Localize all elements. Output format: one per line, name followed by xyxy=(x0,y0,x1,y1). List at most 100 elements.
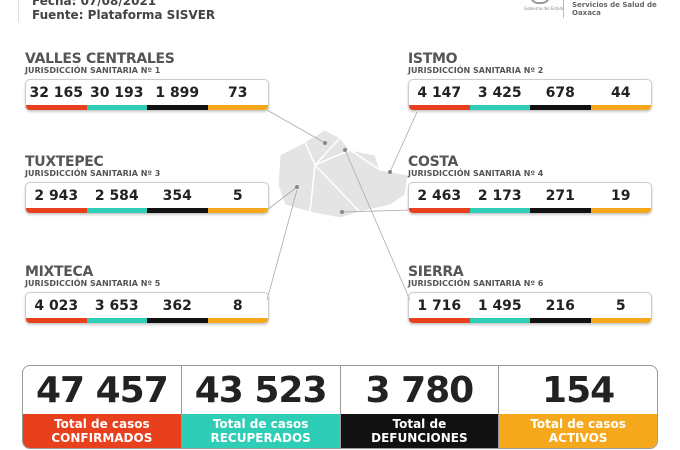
stat-value: 44 xyxy=(611,84,631,101)
region-stats: 4 023 3 653 362 8 xyxy=(25,292,269,324)
label-line1: Total de casos xyxy=(530,417,626,431)
stat-value: 19 xyxy=(611,187,631,204)
color-bar xyxy=(147,208,208,213)
color-bar xyxy=(86,318,147,323)
stat-deaths: 216 xyxy=(530,293,591,323)
total-value: 47 457 xyxy=(35,369,169,411)
total-label: Total de casos RECUPERADOS xyxy=(181,414,340,448)
region-title: COSTA xyxy=(408,154,459,170)
stat-value: 32 165 xyxy=(29,84,84,101)
stat-confirmed: 1 716 xyxy=(409,293,470,323)
stat-active: 44 xyxy=(590,80,651,110)
total-active: 154 Total de casos ACTIVOS xyxy=(499,366,657,448)
stat-value: 2 584 xyxy=(94,187,139,204)
totals-panel: 47 457 Total de casos CONFIRMADOS 43 523 Tot… xyxy=(22,365,658,449)
stat-value: 1 899 xyxy=(155,84,200,101)
total-deaths: 3 780 Total de DEFUNCIONES xyxy=(340,366,500,448)
total-value: 43 523 xyxy=(194,369,328,411)
color-bar xyxy=(409,318,470,323)
total-label: Total de DEFUNCIONES xyxy=(340,414,499,448)
stat-recovered: 2 173 xyxy=(469,183,530,213)
color-bar xyxy=(530,318,591,323)
color-bar xyxy=(26,105,87,110)
stat-deaths: 1 899 xyxy=(147,80,208,110)
region-stats: 2 943 2 584 354 5 xyxy=(25,182,269,214)
color-bar xyxy=(86,105,147,110)
stat-recovered: 1 495 xyxy=(469,293,530,323)
region-subtitle: JURISDICCIÓN SANITARIA Nº 3 xyxy=(25,169,161,178)
color-bar xyxy=(409,208,470,213)
stat-value: 271 xyxy=(545,187,575,204)
stat-active: 8 xyxy=(207,293,268,323)
divider xyxy=(563,0,564,18)
region-title: ISTMO xyxy=(408,51,458,67)
color-bar xyxy=(590,318,651,323)
region-card: SIERRA JURISDICCIÓN SANITARIA Nº 6 1 716 1 … xyxy=(408,265,652,324)
region-card: MIXTECA JURISDICCIÓN SANITARIA Nº 5 4 023 3… xyxy=(25,265,269,324)
stat-value: 362 xyxy=(162,297,192,314)
region-subtitle: JURISDICCIÓN SANITARIA Nº 5 xyxy=(25,279,161,288)
color-bar xyxy=(207,318,268,323)
stat-deaths: 271 xyxy=(530,183,591,213)
stat-value: 1 716 xyxy=(417,297,462,314)
stat-value: 2 173 xyxy=(477,187,522,204)
stat-value: 4 147 xyxy=(417,84,462,101)
map-borders xyxy=(304,137,381,213)
color-bar xyxy=(147,105,208,110)
color-bar xyxy=(590,105,651,110)
stat-confirmed: 2 463 xyxy=(409,183,470,213)
region-subtitle: JURISDICCIÓN SANITARIA Nº 1 xyxy=(25,66,161,75)
map-shape xyxy=(277,129,409,219)
region-subtitle: JURISDICCIÓN SANITARIA Nº 2 xyxy=(408,66,544,75)
logo: Gobierno del Estado Servicios de Salud d… xyxy=(500,0,680,22)
stat-active: 5 xyxy=(590,293,651,323)
stat-value: 30 193 xyxy=(89,84,144,101)
total-label: Total de casos CONFIRMADOS xyxy=(23,414,181,448)
region-card: TUXTEPEC JURISDICCIÓN SANITARIA Nº 3 2 943… xyxy=(25,155,269,214)
total-value: 154 xyxy=(542,369,615,411)
region-card: ISTMO JURISDICCIÓN SANITARIA Nº 2 4 147 3 4… xyxy=(408,52,652,111)
total-recovered: 43 523 Total de casos RECUPERADOS xyxy=(181,366,341,448)
label-line1: Total de casos xyxy=(54,417,150,431)
stat-recovered: 3 425 xyxy=(469,80,530,110)
region-stats: 2 463 2 173 271 19 xyxy=(408,182,652,214)
region-title: SIERRA xyxy=(408,264,464,280)
stat-value: 678 xyxy=(545,84,575,101)
region-card: VALLES CENTRALES JURISDICCIÓN SANITARIA N… xyxy=(25,52,269,111)
stat-recovered: 3 653 xyxy=(86,293,147,323)
label-line1: Total de casos xyxy=(212,417,309,431)
color-bar xyxy=(530,105,591,110)
label-line1: Total de xyxy=(392,417,447,431)
stat-value: 2 463 xyxy=(417,187,462,204)
label-line2: RECUPERADOS xyxy=(210,431,311,445)
stat-recovered: 30 193 xyxy=(86,80,147,110)
stat-value: 5 xyxy=(232,187,243,204)
stat-recovered: 2 584 xyxy=(86,183,147,213)
color-bar xyxy=(409,105,470,110)
logo-left-text: Gobierno del Estado xyxy=(524,6,565,11)
region-title: MIXTECA xyxy=(25,264,94,280)
stat-confirmed: 4 147 xyxy=(409,80,470,110)
total-label: Total de casos ACTIVOS xyxy=(499,414,657,448)
stat-value: 3 653 xyxy=(94,297,139,314)
region-subtitle: JURISDICCIÓN SANITARIA Nº 6 xyxy=(408,279,544,288)
region-subtitle: JURISDICCIÓN SANITARIA Nº 4 xyxy=(408,169,544,178)
stat-deaths: 678 xyxy=(530,80,591,110)
logo-right-text: Servicios de Salud de Oaxaca xyxy=(572,1,657,17)
header: Fecha: 07/08/2021 Fuente: Plataforma SIS… xyxy=(32,0,215,22)
date-text: Fecha: 07/08/2021 xyxy=(32,0,157,8)
color-bar xyxy=(469,105,530,110)
color-bar xyxy=(469,318,530,323)
stat-value: 73 xyxy=(228,84,248,101)
region-stats: 32 165 30 193 1 899 73 xyxy=(25,79,269,111)
stat-value: 354 xyxy=(162,187,192,204)
color-bar xyxy=(86,208,147,213)
color-bar xyxy=(207,208,268,213)
stat-value: 216 xyxy=(545,297,575,314)
stat-deaths: 362 xyxy=(147,293,208,323)
total-confirmed: 47 457 Total de casos CONFIRMADOS xyxy=(23,366,182,448)
stat-value: 4 023 xyxy=(34,297,79,314)
source-text: Fuente: Plataforma SISVER xyxy=(32,8,216,22)
stat-active: 19 xyxy=(590,183,651,213)
stat-active: 73 xyxy=(207,80,268,110)
